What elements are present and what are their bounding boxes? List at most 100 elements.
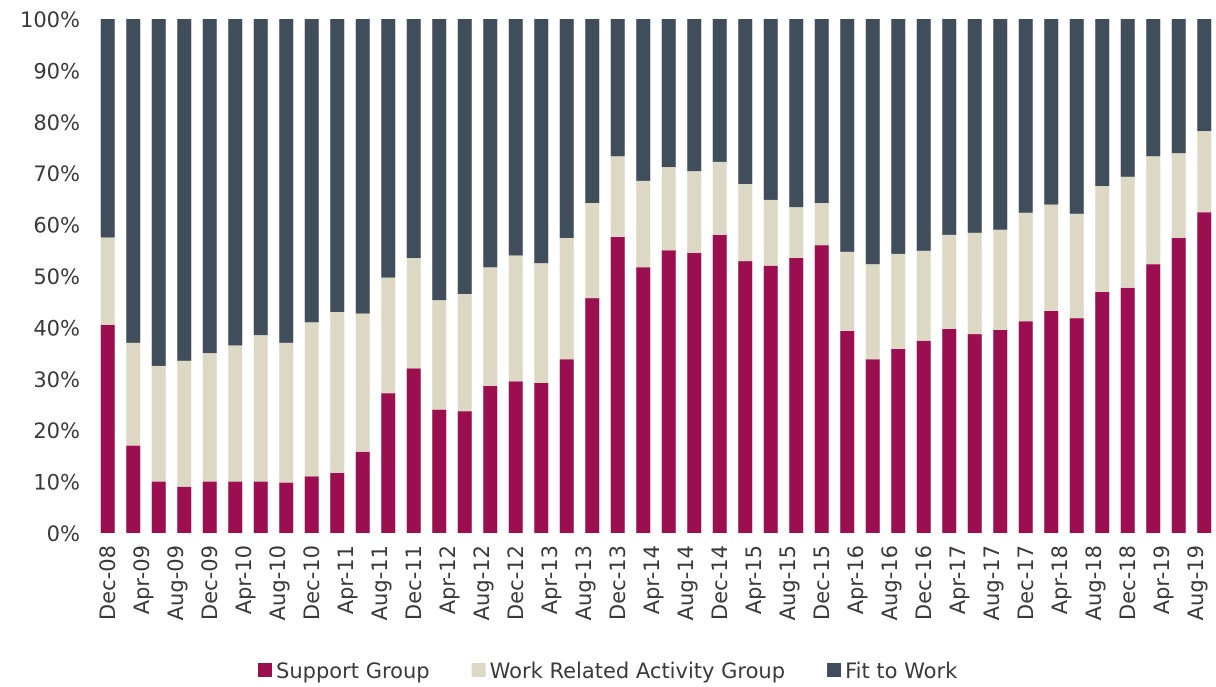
bar-segment <box>942 328 957 533</box>
x-tick-label: Apr-12 <box>436 545 460 614</box>
bar-segment <box>1018 19 1033 213</box>
bar-segment <box>381 277 396 394</box>
x-tick-label: Aug-17 <box>980 545 1004 620</box>
bar-segment <box>126 19 141 343</box>
bar-segment <box>1018 321 1033 533</box>
bar-segment <box>304 19 319 323</box>
bar-segment <box>967 232 982 335</box>
bar-segment <box>1146 156 1161 265</box>
y-tick-label: 40% <box>33 316 80 340</box>
bar-segment <box>814 203 829 246</box>
x-tick-label: Apr-14 <box>640 545 664 614</box>
bar-segment <box>381 393 396 533</box>
bar-segment <box>381 19 396 278</box>
bar-segment <box>1171 237 1186 534</box>
bar-segment <box>789 19 804 208</box>
bar-segment <box>330 19 345 312</box>
y-tick-label: 80% <box>33 111 80 135</box>
x-tick-label: Apr-17 <box>946 545 970 614</box>
bar-segment <box>1069 213 1084 319</box>
bar-segment <box>585 19 600 204</box>
y-tick-label: 30% <box>33 368 80 392</box>
bar-segment <box>202 353 217 482</box>
bar-segment <box>1120 19 1135 177</box>
bar-segment <box>763 199 778 266</box>
bar-segment <box>457 411 472 533</box>
bar-segment <box>432 409 447 533</box>
x-tick-label: Aug-12 <box>470 545 494 620</box>
bar-segment <box>993 19 1008 230</box>
bar-segment <box>967 334 982 533</box>
x-tick-label: Apr-19 <box>1150 545 1174 614</box>
bar-segment <box>304 476 319 533</box>
bar-segment <box>967 19 982 233</box>
bar-segment <box>177 486 192 533</box>
bar-segment <box>202 19 217 354</box>
bar-segment <box>330 472 345 533</box>
x-tick-label: Dec-09 <box>198 545 222 620</box>
bar-segment <box>1171 153 1186 238</box>
bar-segment <box>1069 318 1084 533</box>
bar-segment <box>253 481 268 533</box>
bar-segment <box>661 250 676 534</box>
bar-segment <box>432 19 447 301</box>
y-tick-label: 0% <box>47 522 80 546</box>
bar-segment <box>432 300 447 410</box>
bar-segment <box>1044 204 1059 311</box>
bar-segment <box>177 360 192 487</box>
bar-segment <box>355 313 370 452</box>
legend-label: Fit to Work <box>845 659 958 683</box>
bar-segment <box>228 19 243 346</box>
bar-segment <box>508 255 523 382</box>
bar-segment <box>636 180 651 268</box>
x-tick-label: Apr-11 <box>334 545 358 614</box>
bar-segment <box>1044 310 1059 533</box>
bar-segment <box>1146 19 1161 157</box>
y-tick-label: 50% <box>33 265 80 289</box>
x-tick-label: Aug-10 <box>266 545 290 620</box>
x-tick-label: Aug-16 <box>878 545 902 620</box>
bar-segment <box>1120 176 1135 288</box>
bar-segment <box>100 237 115 325</box>
bar-segment <box>1197 19 1212 132</box>
legend-swatch <box>827 663 842 677</box>
y-tick-label: 90% <box>33 59 80 83</box>
x-tick-label: Apr-18 <box>1048 545 1072 614</box>
legend-swatch <box>471 663 486 677</box>
x-tick-label: Aug-19 <box>1184 545 1208 620</box>
bar-segment <box>483 385 498 533</box>
bar-segment <box>840 251 855 331</box>
x-tick-label: Apr-09 <box>130 545 154 614</box>
legend-label: Work Related Activity Group <box>490 659 785 683</box>
bar-segment <box>1095 186 1110 292</box>
bar-segment <box>559 359 574 533</box>
x-tick-label: Dec-13 <box>606 545 630 620</box>
bar-segment <box>406 258 421 369</box>
bar-segment <box>406 368 421 533</box>
bar-segment <box>636 19 651 181</box>
y-tick-label: 100% <box>20 8 80 32</box>
bar-segment <box>1095 291 1110 533</box>
bar-segment <box>661 167 676 251</box>
bar-segment <box>687 19 702 172</box>
bar-segment <box>865 19 880 265</box>
x-tick-label: Aug-11 <box>368 545 392 620</box>
bar-segment <box>712 161 727 235</box>
bar-segment <box>916 250 931 341</box>
bar-segment <box>738 261 753 533</box>
bar-segment <box>840 330 855 533</box>
x-tick-label: Dec-11 <box>402 545 426 620</box>
bar-segment <box>1095 19 1110 187</box>
bar-segment <box>151 19 166 366</box>
bar-segment <box>814 19 829 204</box>
bar-segment <box>610 236 625 533</box>
bar-segment <box>865 359 880 533</box>
legend-swatch <box>258 663 272 677</box>
bar-segment <box>100 324 115 533</box>
bar-segment <box>279 342 294 483</box>
bar-segment <box>1018 212 1033 322</box>
bar-segment <box>228 345 243 482</box>
bar-segment <box>585 203 600 299</box>
bar-segment <box>559 19 574 238</box>
